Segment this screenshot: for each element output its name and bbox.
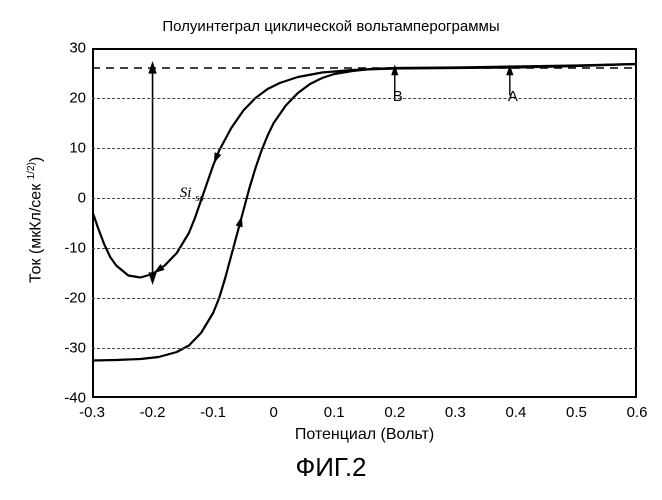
y-tick-label: -10 <box>48 240 86 257</box>
grid-line-h <box>92 248 637 249</box>
y-tick-label: -30 <box>48 340 86 357</box>
x-tick-label: -0.1 <box>200 404 226 421</box>
grid-line-h <box>92 98 637 99</box>
x-tick-label: 0.5 <box>566 404 587 421</box>
x-tick-label: 0.3 <box>445 404 466 421</box>
point-label-a: A <box>508 88 518 105</box>
y-tick-label: -20 <box>48 290 86 307</box>
x-tick-label: 0.4 <box>505 404 526 421</box>
arrow-down-icon <box>148 272 156 285</box>
flow-arrow-icon <box>214 152 221 163</box>
point-label-b: B <box>393 88 403 105</box>
grid-line-h <box>92 348 637 349</box>
grid-line-h <box>92 298 637 299</box>
x-axis-label: Потенциал (Вольт) <box>92 426 637 444</box>
x-tick-label: -0.2 <box>140 404 166 421</box>
curve-reverse <box>92 64 637 278</box>
flow-arrow-icon <box>236 216 243 227</box>
x-tick-label: -0.3 <box>79 404 105 421</box>
curve-forward <box>92 64 637 361</box>
grid-line-h <box>92 148 637 149</box>
x-tick-label: 0.1 <box>324 404 345 421</box>
grid-line-h <box>92 198 637 199</box>
si-ss-annotation: Si ss <box>180 185 204 204</box>
figure-caption: ФИГ.2 <box>0 452 662 483</box>
y-tick-label: 0 <box>48 190 86 207</box>
chart-svg <box>0 0 662 500</box>
x-tick-label: 0 <box>269 404 277 421</box>
y-axis-label: Ток (мкКл/сек 1/2)) <box>26 157 45 283</box>
y-tick-label: 20 <box>48 90 86 107</box>
x-tick-label: 0.2 <box>384 404 405 421</box>
y-tick-label: 10 <box>48 140 86 157</box>
y-tick-label: 30 <box>48 40 86 57</box>
figure-container: { "title": "Полуинтеграл циклической вол… <box>0 0 662 500</box>
x-tick-label: 0.6 <box>627 404 648 421</box>
